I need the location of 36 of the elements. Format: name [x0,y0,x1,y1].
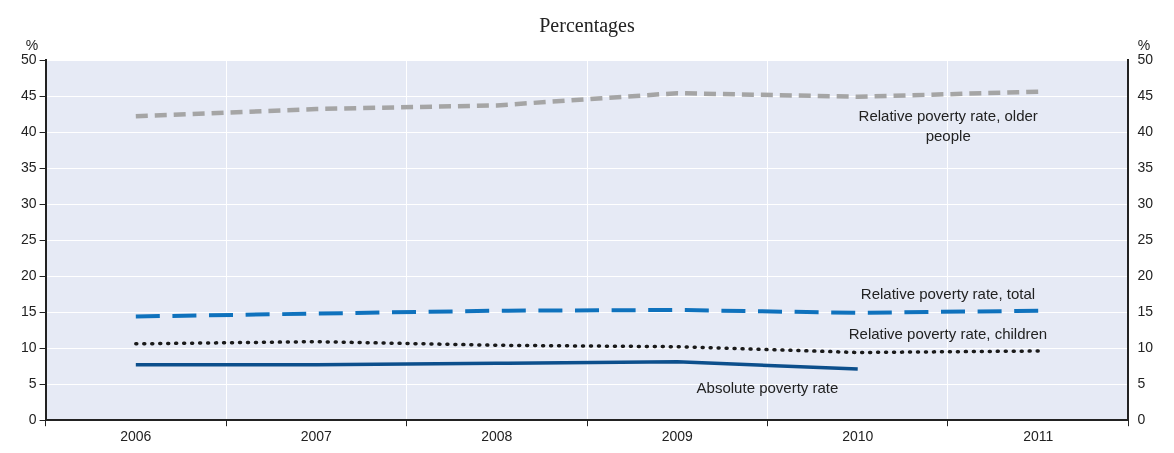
y-tick-label: 20 [20,266,37,283]
series-label: Relative poverty rate, total [860,284,1036,302]
y2-tick-label: 40 [1137,122,1154,139]
y2-tick-label: 45 [1137,86,1154,103]
x-tick-label: 2010 [842,428,874,445]
x-tick-label: 2009 [661,428,694,445]
y-tick-label: 45 [20,86,37,103]
y2-axis-title: % [1137,37,1151,53]
y2-tick-label: 5 [1137,375,1146,392]
y-axis-title: % [25,37,39,53]
y2-tick-label: 35 [1137,158,1154,175]
y-tick-label: 25 [20,230,37,247]
series-label: Absolute poverty rate [696,379,839,397]
y-tick-label: 35 [20,158,37,175]
x-tick-label: 2008 [481,428,513,445]
y2-tick-label: 0 [1137,411,1146,428]
y2-tick-label: 15 [1137,303,1154,319]
line-series [133,307,1041,319]
chart-title: Percentages [539,14,635,36]
y-tick-label: 5 [28,375,37,392]
y-tick-label: 30 [20,194,37,211]
series-label: Relative poverty rate, children [848,325,1048,343]
y2-tick-label: 50 [1137,50,1154,67]
y2-tick-label: 25 [1137,230,1154,247]
y-tick-label: 40 [20,122,37,139]
x-tick-label: 2011 [1023,428,1054,445]
y-tick-label: 10 [20,339,37,356]
series-label: Relative poverty rate, older people [858,106,1038,144]
y2-tick-label: 30 [1137,194,1154,211]
y-tick-label: 0 [28,411,37,428]
y2-tick-label: 20 [1137,266,1154,283]
y2-tick-label: 10 [1137,339,1154,356]
y-tick-label: 15 [20,303,37,319]
y-tick-label: 50 [20,50,37,67]
x-tick-label: 2006 [120,428,152,445]
x-tick-label: 2007 [300,428,333,445]
